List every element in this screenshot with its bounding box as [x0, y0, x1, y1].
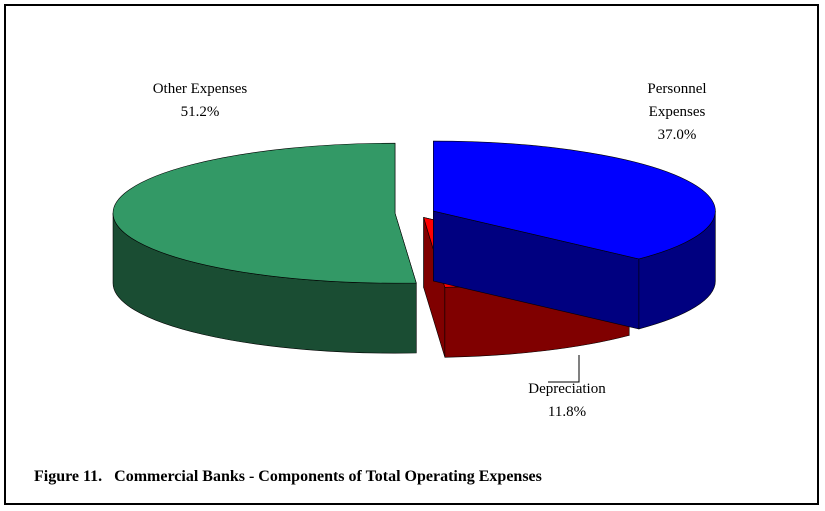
category-label: Depreciation — [528, 381, 606, 397]
chart-frame — [4, 4, 819, 505]
value-label: 11.8% — [547, 404, 587, 420]
data-label: Depreciation 11.8% — [512, 378, 622, 424]
slice — [112, 142, 417, 284]
chart-title: Figure 11. Commercial Banks - Components… — [34, 468, 542, 485]
value-label: 51.2% — [180, 104, 220, 120]
data-label: Other Expenses 51.2% — [140, 78, 260, 124]
value-label: 37.0% — [657, 127, 697, 143]
category-label: Other Expenses — [152, 81, 248, 97]
slice — [433, 140, 716, 260]
category-label: Personnel Expenses — [647, 81, 707, 120]
leader-line — [548, 355, 580, 383]
data-label: Personnel Expenses 37.0% — [632, 78, 722, 147]
